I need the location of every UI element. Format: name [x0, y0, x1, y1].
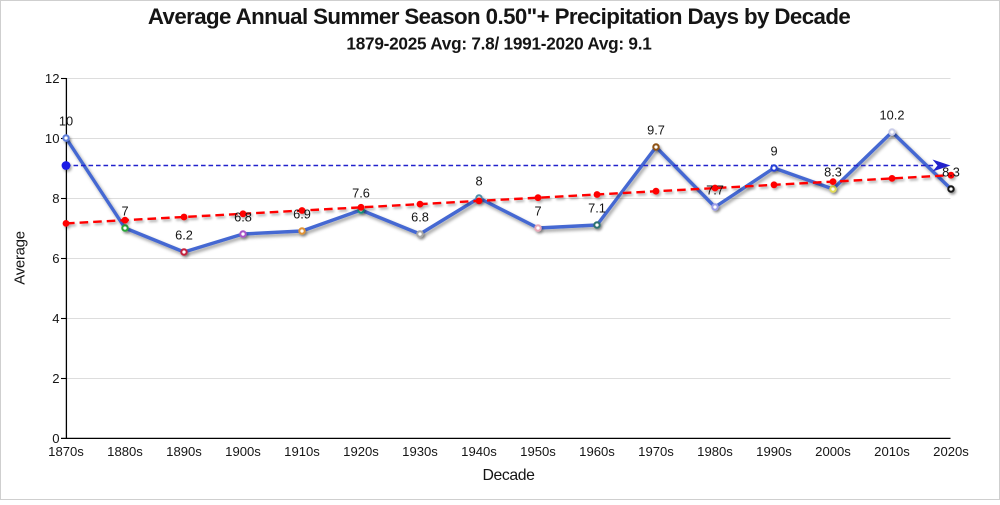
svg-text:1930s: 1930s: [402, 444, 438, 459]
svg-text:6.8: 6.8: [234, 209, 252, 224]
svg-text:10: 10: [45, 131, 60, 146]
svg-text:1990s: 1990s: [756, 444, 792, 459]
svg-text:8.3: 8.3: [942, 164, 960, 179]
svg-text:1940s: 1940s: [461, 444, 497, 459]
svg-text:7: 7: [121, 203, 128, 218]
svg-text:1950s: 1950s: [520, 444, 556, 459]
svg-text:10: 10: [59, 113, 73, 128]
svg-text:7.1: 7.1: [588, 200, 606, 215]
svg-text:9: 9: [770, 143, 777, 158]
svg-text:1890s: 1890s: [166, 444, 202, 459]
svg-text:Decade: Decade: [482, 467, 535, 484]
svg-text:1879-2025 Avg: 7.8/ 1991-2020: 1879-2025 Avg: 7.8/ 1991-2020 Avg: 9.1: [346, 34, 652, 54]
svg-text:0: 0: [52, 431, 59, 446]
svg-text:1980s: 1980s: [697, 444, 733, 459]
svg-text:1920s: 1920s: [343, 444, 379, 459]
svg-text:1970s: 1970s: [638, 444, 674, 459]
svg-text:6.2: 6.2: [175, 227, 193, 242]
svg-text:2000s: 2000s: [815, 444, 851, 459]
svg-text:7.7: 7.7: [706, 182, 724, 197]
svg-text:8: 8: [52, 191, 59, 206]
svg-text:7: 7: [534, 203, 541, 218]
svg-text:4: 4: [52, 311, 59, 326]
svg-text:1960s: 1960s: [579, 444, 615, 459]
svg-text:12: 12: [45, 71, 60, 86]
svg-text:1910s: 1910s: [284, 444, 320, 459]
svg-text:9.7: 9.7: [647, 122, 665, 137]
svg-text:2: 2: [52, 371, 59, 386]
svg-text:8.3: 8.3: [824, 164, 842, 179]
svg-text:Average: Average: [11, 231, 28, 285]
svg-text:6: 6: [52, 251, 59, 266]
svg-text:6.8: 6.8: [411, 209, 429, 224]
svg-text:Average Annual Summer Season 0: Average Annual Summer Season 0.50"+ Prec…: [148, 4, 850, 29]
svg-text:2020s: 2020s: [933, 444, 969, 459]
svg-text:2010s: 2010s: [874, 444, 910, 459]
svg-text:8: 8: [475, 173, 482, 188]
svg-text:7.6: 7.6: [352, 185, 370, 200]
svg-text:10.2: 10.2: [880, 107, 905, 122]
svg-text:6.9: 6.9: [293, 206, 311, 221]
svg-text:1870s: 1870s: [48, 444, 84, 459]
svg-text:1880s: 1880s: [107, 444, 143, 459]
svg-text:1900s: 1900s: [225, 444, 261, 459]
